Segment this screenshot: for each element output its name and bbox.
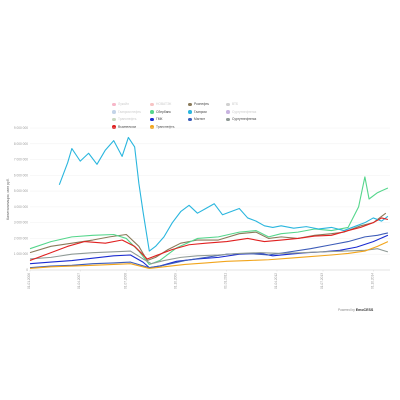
legend-item[interactable]: Транснефть — [112, 116, 137, 123]
legend-marker-icon — [150, 125, 154, 129]
x-tick-label: 01.07.2008 — [123, 273, 127, 289]
y-tick-label: 2 000 000 — [14, 236, 28, 240]
legend-marker-icon — [226, 117, 230, 122]
legend-marker-icon — [112, 125, 116, 129]
y-tick-label: 4 000 000 — [14, 205, 28, 209]
legend-marker-icon — [112, 117, 116, 122]
legend-item[interactable]: Газпром нефть — [112, 109, 141, 116]
legend-label: Транснефть — [118, 117, 137, 121]
y-tick-label: 6 000 000 — [14, 173, 28, 177]
series-line-12 — [29, 217, 389, 262]
series-line-6 — [58, 136, 389, 252]
legend-item[interactable]: Магнит — [188, 116, 205, 123]
legend-item[interactable]: Лукойл — [112, 101, 129, 108]
x-tick-label: 01.04.2012 — [274, 273, 278, 289]
legend-item[interactable]: Сургутнефтегаз — [226, 109, 256, 116]
legend-marker-icon — [150, 110, 154, 114]
series-line-5 — [29, 176, 389, 266]
x-tick-label: 01.04.2007 — [77, 273, 81, 289]
legend-item[interactable]: Роснефть — [188, 101, 209, 108]
legend-label: Лукойл — [118, 102, 129, 106]
legend-item[interactable]: НОВАТЭК — [150, 101, 171, 108]
legend-marker-icon — [226, 110, 230, 114]
y-tick-label: 8 000 000 — [14, 142, 28, 146]
y-axis-title: Капитализация, млн руб. — [6, 178, 10, 220]
x-tick-label: 01.07.2013 — [320, 273, 324, 289]
legend-label: Роснефть — [194, 102, 210, 106]
legend-label: Газпром — [194, 109, 207, 114]
y-tick-label: 0 — [26, 268, 28, 272]
y-tick-label: 1 000 000 — [14, 252, 28, 256]
y-tick-label: 5 000 000 — [14, 189, 28, 193]
series-line-10 — [29, 232, 389, 269]
y-tick-label: 7 000 000 — [14, 158, 28, 162]
legend-item[interactable]: ВТБ — [226, 101, 238, 108]
legend-label: Магнит — [194, 117, 205, 121]
x-tick-label: 01.10.2014 — [370, 273, 374, 289]
x-tick-label: 01.01.2006 — [27, 273, 31, 289]
legend-label: Газпром нефть — [118, 109, 142, 114]
series-line-2 — [29, 212, 387, 262]
legend-label: Сургутнефтегаз — [232, 117, 257, 121]
x-tick-label: 01.01.2011 — [224, 273, 228, 289]
chart-credit: Powered by EmoCESS — [338, 308, 373, 312]
legend-item[interactable]: Газпром — [188, 109, 207, 116]
legend-marker-icon — [150, 102, 154, 107]
series-line-11 — [29, 248, 389, 265]
legend-item[interactable]: ГМК — [150, 116, 162, 123]
credit-brand: EmoCESS — [355, 308, 374, 312]
x-tick-label: 01.10.2009 — [174, 273, 178, 289]
credit-prefix: Powered by — [338, 308, 355, 312]
y-tick-label: 3 000 000 — [14, 221, 28, 225]
legend-item[interactable]: Сбербанк — [150, 109, 171, 116]
legend-marker-icon — [112, 102, 116, 107]
legend-item[interactable]: Вымпелком — [112, 124, 136, 131]
legend-label: Сургутнефтегаз — [232, 109, 257, 114]
legend-marker-icon — [188, 110, 192, 114]
legend-marker-icon — [112, 110, 116, 114]
series-line-13 — [29, 241, 389, 269]
legend-label: ГМК — [156, 117, 163, 121]
legend-label: НОВАТЭК — [156, 102, 172, 106]
legend-label: Сбербанк — [156, 109, 171, 114]
legend-label: Транснефть — [156, 124, 175, 129]
legend-marker-icon — [226, 102, 230, 107]
legend-label: Вымпелком — [118, 124, 136, 129]
legend-item[interactable]: Сургутнефтегаз — [226, 116, 256, 123]
y-tick-label: 9 000 000 — [14, 126, 28, 130]
legend-label: ВТБ — [232, 102, 239, 106]
legend-marker-icon — [188, 117, 192, 122]
legend-marker-icon — [150, 117, 154, 122]
legend-marker-icon — [188, 102, 192, 107]
legend-item[interactable]: Транснефть — [150, 124, 175, 131]
